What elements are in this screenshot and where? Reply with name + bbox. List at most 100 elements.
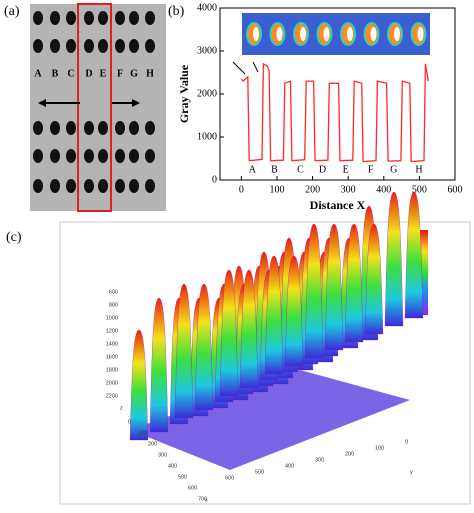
ridge bbox=[219, 269, 239, 397]
photo bbox=[30, 4, 166, 211]
dot bbox=[33, 11, 43, 25]
x-tick-label: 700 bbox=[198, 496, 207, 502]
data-line bbox=[240, 62, 429, 163]
ridge bbox=[364, 223, 384, 335]
dot bbox=[50, 39, 60, 53]
y-tick-label: 200 bbox=[345, 451, 354, 457]
y-tick-label: 500 bbox=[255, 469, 264, 475]
arrowhead bbox=[132, 99, 140, 107]
x-axis-label: Distance X bbox=[310, 198, 366, 212]
dip-label: D bbox=[319, 164, 326, 175]
inset-dot bbox=[347, 27, 353, 41]
dot bbox=[33, 121, 43, 135]
dot bbox=[84, 179, 94, 193]
inset-dot bbox=[276, 27, 283, 41]
column-label: E bbox=[100, 68, 107, 79]
dot bbox=[115, 39, 125, 53]
dot bbox=[145, 39, 155, 53]
x-tick-label: 400 bbox=[376, 184, 391, 195]
y-tick-label: 600 bbox=[225, 475, 234, 481]
ridge bbox=[264, 255, 284, 375]
ridge bbox=[239, 269, 259, 389]
x-tick-label: 600 bbox=[448, 184, 463, 195]
highlight-box bbox=[77, 3, 112, 212]
y-tick-label: 3000 bbox=[197, 45, 217, 56]
column-label: A bbox=[34, 68, 42, 79]
dot bbox=[84, 11, 94, 25]
column-label: H bbox=[146, 68, 154, 79]
colorbar bbox=[420, 230, 428, 315]
ridge bbox=[194, 283, 214, 411]
z-tick-label: 1800 bbox=[106, 367, 118, 373]
z-tick-label: 2200 bbox=[106, 393, 118, 399]
axis-name: y bbox=[410, 469, 413, 475]
y-tick-label: 1000 bbox=[197, 131, 217, 142]
dot bbox=[129, 11, 139, 25]
y-tick-label: 4000 bbox=[197, 2, 217, 13]
x-tick-label: 400 bbox=[168, 463, 177, 469]
dot bbox=[84, 39, 94, 53]
dot bbox=[145, 179, 155, 193]
z-tick-label: 800 bbox=[109, 302, 118, 308]
inset-dot bbox=[370, 27, 377, 41]
column-label: G bbox=[130, 68, 138, 79]
dot bbox=[98, 149, 108, 163]
ridge bbox=[324, 223, 344, 351]
dip-label: F bbox=[368, 164, 374, 175]
axis-name: z bbox=[120, 405, 123, 411]
dot bbox=[98, 179, 108, 193]
x-tick-label: 500 bbox=[178, 474, 187, 480]
y-tick-label: 2000 bbox=[197, 88, 217, 99]
dot bbox=[115, 179, 125, 193]
ridge bbox=[304, 223, 324, 359]
z-tick-label: 1000 bbox=[106, 315, 118, 321]
z-tick-label: 2000 bbox=[106, 380, 118, 386]
dot bbox=[129, 39, 139, 53]
dot bbox=[50, 121, 60, 135]
inset-dot bbox=[253, 27, 259, 41]
dot bbox=[66, 149, 76, 163]
dot bbox=[66, 179, 76, 193]
y-axis-label: Gray Value bbox=[177, 64, 191, 123]
z-tick-label: 600 bbox=[109, 289, 118, 295]
dot bbox=[50, 179, 60, 193]
dot bbox=[129, 149, 139, 163]
column-label: C bbox=[67, 68, 74, 79]
dot bbox=[98, 121, 108, 135]
panel-label: (c) bbox=[6, 230, 22, 245]
ridge bbox=[174, 283, 194, 419]
column-label: B bbox=[52, 68, 59, 79]
y-tick-label: 0 bbox=[405, 439, 408, 445]
dot bbox=[84, 121, 94, 135]
dot bbox=[98, 11, 108, 25]
dip-label: H bbox=[415, 164, 422, 175]
x-tick-label: 300 bbox=[158, 452, 167, 458]
dot bbox=[115, 149, 125, 163]
dot bbox=[129, 179, 139, 193]
dot bbox=[145, 149, 155, 163]
annotation-arrow bbox=[252, 61, 259, 73]
dip-label: E bbox=[343, 164, 349, 175]
dip-label: C bbox=[297, 164, 304, 175]
y-tick-label: 0 bbox=[212, 174, 217, 185]
axis-name: x bbox=[205, 497, 208, 503]
column-label: D bbox=[85, 68, 92, 79]
ridge bbox=[149, 297, 169, 433]
dot bbox=[145, 121, 155, 135]
arrowhead bbox=[38, 99, 46, 107]
dip-label: G bbox=[390, 164, 397, 175]
dip-label: A bbox=[249, 164, 257, 175]
surface-base bbox=[130, 370, 410, 470]
x-tick-label: 100 bbox=[269, 184, 284, 195]
x-tick-label: 300 bbox=[341, 184, 356, 195]
inset-dot bbox=[417, 27, 424, 41]
dot bbox=[50, 149, 60, 163]
y-tick-label: 400 bbox=[285, 463, 294, 469]
dot bbox=[50, 11, 60, 25]
dot bbox=[98, 39, 108, 53]
x-tick-label: 200 bbox=[305, 184, 320, 195]
x-tick-label: 0 bbox=[239, 184, 244, 195]
dip-label: B bbox=[271, 164, 278, 175]
z-tick-label: 1200 bbox=[106, 328, 118, 334]
